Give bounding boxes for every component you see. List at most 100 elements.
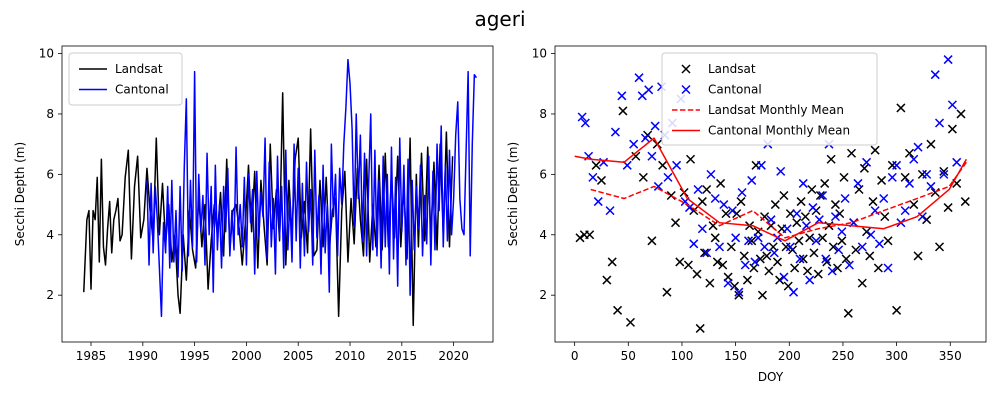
data-point [591,160,601,170]
data-point [702,248,712,258]
data-point [647,236,657,246]
legend-label: Cantonal [115,83,169,97]
data-point [930,70,940,80]
data-point [857,242,867,252]
x-tick-label: 2020 [438,349,469,363]
data-point [853,178,863,188]
data-point [712,257,722,267]
series-landsat-monthly-mean [590,161,967,239]
data-point [939,166,949,176]
data-point [727,206,737,216]
data-point [805,275,815,285]
data-point [826,154,836,164]
data-point [757,290,767,300]
data-point [789,287,799,297]
data-point [943,203,953,213]
series-line [146,58,478,318]
data-point [877,175,887,185]
legend-item: Landsat [681,62,756,76]
data-point [926,181,936,191]
data-point [827,266,837,276]
data-point [873,263,883,273]
data-point [766,215,776,225]
data-point [807,184,817,194]
x-tick-label: 150 [724,349,747,363]
x-axis-ticks: 1985 1990 1995 2000 2005 2010 2015 2020 [76,342,469,363]
data-point [736,197,746,207]
series-line [590,161,967,239]
data-point [782,224,792,234]
series-cantonal [146,58,478,318]
data-point [695,323,705,333]
y-tick-label: 6 [539,167,547,181]
data-point [658,160,668,170]
legend-handle [681,64,691,74]
data-point [769,248,779,258]
data-point [947,100,957,110]
y-tick-label: 4 [539,228,547,242]
data-point [947,124,957,134]
y-axis-label: Secchi Depth (m) [506,142,520,246]
data-point [670,218,681,228]
legend-box [661,52,878,146]
data-point [683,260,693,270]
data-point [794,236,804,246]
x-tick-label: 250 [831,349,854,363]
data-point [818,190,828,201]
y-tick-label: 10 [39,47,54,61]
data-point [719,200,729,210]
data-point [764,266,774,276]
data-point [740,260,750,270]
data-point [835,209,845,219]
data-point [702,184,712,194]
data-point [870,145,880,155]
x-tick-label: 300 [885,349,908,363]
plot-content [83,58,478,327]
legend-item: Landsat Monthly Mean [672,103,844,117]
data-point [743,236,754,246]
data-point [922,215,932,225]
data-point [638,172,648,182]
data-point [776,166,786,176]
x-tick-label: 1995 [179,349,210,363]
data-point [846,148,857,158]
data-point [960,197,970,207]
data-point [887,172,897,182]
y-tick-label: 2 [539,288,547,302]
data-point [865,251,875,261]
data-point [718,260,728,270]
data-point [726,242,736,252]
data-point [750,257,760,267]
x-tick-label: 200 [778,349,801,363]
data-point [613,305,623,315]
data-point [862,157,872,167]
data-point [796,197,806,207]
data-point [693,184,703,194]
legend-label: Cantonal [708,83,762,97]
data-point [650,121,660,131]
legend-item: Cantonal Monthly Mean [672,124,850,138]
y-axis-ticks: 2 4 6 8 10 [39,47,62,302]
data-point [904,148,915,158]
legend-label: Landsat [708,62,756,76]
legend: Landsat Cantonal [68,52,183,106]
data-point [834,245,844,255]
series-line [574,137,968,242]
data-point [610,127,620,137]
data-point [737,187,747,198]
data-point [874,239,884,249]
data-point [790,263,800,273]
time-series-chart: 1985 1990 1995 2000 2005 2010 2015 2020 2 4 6 8 10 Se… [13,45,494,363]
data-point [689,206,699,216]
data-point [913,142,923,152]
data-point [956,109,966,119]
data-point [837,236,847,246]
data-point [857,278,867,288]
data-point [840,194,850,204]
data-point [930,187,940,198]
data-point [663,172,673,182]
x-axis-label: DOY [758,370,784,384]
data-point [747,175,757,185]
data-point [770,200,780,210]
data-point [672,160,682,170]
